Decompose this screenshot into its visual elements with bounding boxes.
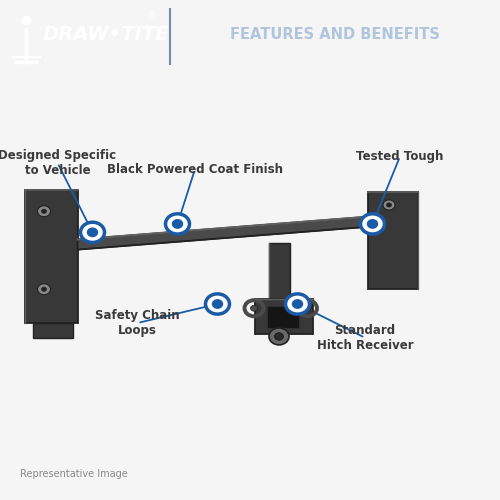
Circle shape <box>206 294 230 314</box>
Circle shape <box>88 228 98 236</box>
FancyBboxPatch shape <box>255 299 312 334</box>
Circle shape <box>360 214 384 234</box>
Circle shape <box>80 222 104 242</box>
FancyBboxPatch shape <box>368 192 418 289</box>
Circle shape <box>286 294 310 314</box>
Circle shape <box>212 300 222 308</box>
Circle shape <box>269 328 289 345</box>
Text: Designed Specific
to Vehicle: Designed Specific to Vehicle <box>0 149 116 177</box>
Circle shape <box>383 200 395 210</box>
Text: Black Powered Coat Finish: Black Powered Coat Finish <box>107 162 283 175</box>
Text: Standard
Hitch Receiver: Standard Hitch Receiver <box>316 324 414 351</box>
Circle shape <box>250 306 258 311</box>
FancyBboxPatch shape <box>266 306 299 328</box>
Text: Representative Image: Representative Image <box>20 469 128 479</box>
Polygon shape <box>32 323 72 338</box>
Text: ®: ® <box>148 12 156 20</box>
Polygon shape <box>269 243 290 304</box>
Text: FEATURES AND BENEFITS: FEATURES AND BENEFITS <box>230 28 440 42</box>
Text: Tested Tough: Tested Tough <box>356 150 444 163</box>
Circle shape <box>166 214 190 234</box>
Circle shape <box>172 220 182 228</box>
Circle shape <box>368 220 378 228</box>
Circle shape <box>42 287 46 292</box>
Circle shape <box>386 203 392 207</box>
Text: DRAW•TITE: DRAW•TITE <box>42 26 169 44</box>
Circle shape <box>274 332 283 340</box>
Text: Safety Chain
Loops: Safety Chain Loops <box>95 309 180 337</box>
FancyBboxPatch shape <box>25 190 78 323</box>
Circle shape <box>42 209 46 214</box>
Circle shape <box>292 300 302 308</box>
Polygon shape <box>78 217 368 250</box>
Circle shape <box>38 206 51 217</box>
Circle shape <box>304 306 311 311</box>
Circle shape <box>38 284 51 294</box>
